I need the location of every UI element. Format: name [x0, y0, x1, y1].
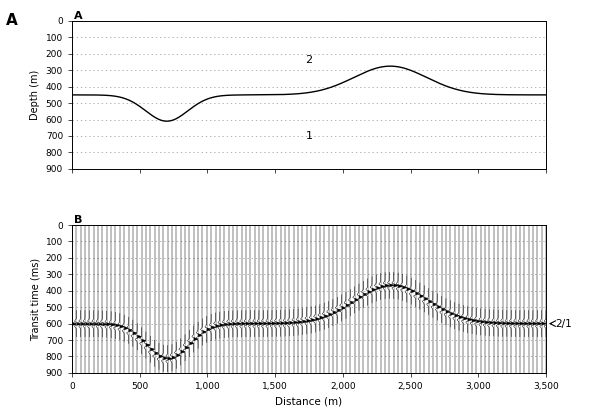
X-axis label: Distance (m): Distance (m)	[275, 396, 343, 406]
Text: 1: 1	[305, 131, 313, 141]
Y-axis label: Transit time (ms): Transit time (ms)	[30, 257, 40, 341]
Text: A: A	[74, 11, 83, 21]
Text: B: B	[74, 215, 83, 225]
Y-axis label: Depth (m): Depth (m)	[30, 70, 40, 120]
Text: 2: 2	[305, 55, 313, 65]
Text: A: A	[6, 13, 18, 28]
Text: 2/1: 2/1	[556, 318, 572, 328]
